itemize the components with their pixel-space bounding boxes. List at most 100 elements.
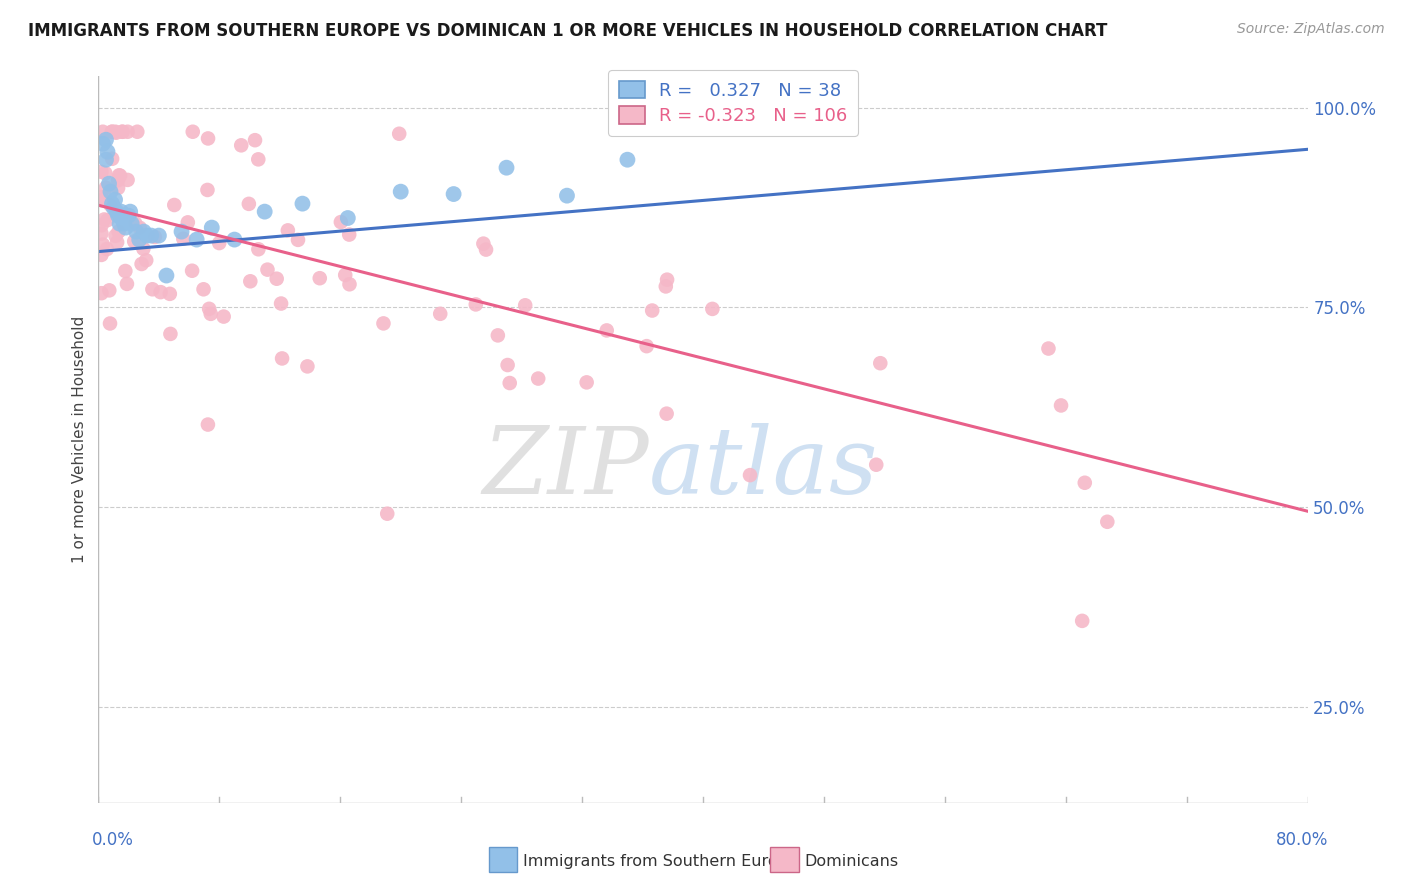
Point: [111, 212, 134, 227]
Point: [114, 220, 136, 235]
Point: [738, 468, 761, 483]
Point: [104, 228, 127, 243]
Point: [159, 286, 181, 301]
Point: [107, 225, 129, 239]
Point: [496, 358, 519, 372]
Point: [163, 198, 186, 212]
Point: [135, 228, 157, 243]
Point: [121, 217, 143, 231]
Point: [107, 173, 129, 187]
Point: [464, 297, 486, 311]
Point: [291, 196, 314, 211]
Point: [247, 153, 270, 167]
Point: [271, 351, 294, 366]
Point: [499, 376, 522, 390]
Point: [111, 125, 134, 139]
Point: [555, 188, 578, 202]
Point: [117, 173, 139, 187]
Point: [181, 264, 204, 278]
Point: [104, 125, 127, 139]
Point: [186, 233, 208, 247]
Point: [90, 165, 112, 179]
Point: [1038, 342, 1060, 356]
Point: [100, 198, 122, 212]
Text: Immigrants from Southern Europe: Immigrants from Southern Europe: [523, 854, 797, 869]
Point: [105, 126, 128, 140]
Point: [193, 282, 215, 296]
Point: [256, 262, 278, 277]
Point: [141, 282, 163, 296]
Point: [339, 277, 361, 292]
Point: [96, 213, 118, 227]
Point: [105, 235, 128, 250]
Point: [655, 407, 678, 421]
Point: [91, 136, 114, 151]
Point: [655, 279, 678, 293]
Point: [143, 230, 166, 244]
Point: [201, 220, 224, 235]
Point: [389, 185, 412, 199]
Point: [128, 220, 150, 235]
Point: [117, 125, 139, 139]
Point: [159, 326, 181, 341]
Text: atlas: atlas: [648, 424, 879, 514]
Point: [108, 217, 131, 231]
Point: [239, 274, 262, 288]
Point: [336, 211, 359, 225]
Point: [198, 301, 221, 316]
Text: 0.0%: 0.0%: [91, 831, 134, 849]
Point: [127, 125, 149, 139]
Point: [115, 277, 138, 291]
Point: [98, 284, 121, 298]
Point: [308, 271, 330, 285]
Text: IMMIGRANTS FROM SOUTHERN EUROPE VS DOMINICAN 1 OR MORE VEHICLES IN HOUSEHOLD COR: IMMIGRANTS FROM SOUTHERN EUROPE VS DOMIN…: [28, 22, 1108, 40]
Point: [108, 169, 131, 183]
Point: [94, 166, 117, 180]
Point: [90, 193, 112, 207]
Point: [231, 138, 253, 153]
Point: [110, 204, 132, 219]
Text: ZIP: ZIP: [482, 424, 648, 514]
Point: [101, 152, 124, 166]
Point: [212, 310, 235, 324]
Point: [238, 197, 260, 211]
Point: [200, 307, 222, 321]
Point: [170, 225, 193, 239]
Point: [329, 215, 352, 229]
Point: [107, 209, 129, 223]
Point: [335, 268, 357, 282]
Point: [197, 131, 219, 145]
Point: [373, 317, 395, 331]
Point: [277, 223, 299, 237]
Point: [107, 181, 129, 195]
Point: [122, 235, 145, 249]
Point: [128, 233, 150, 247]
Point: [287, 233, 309, 247]
Point: [104, 193, 127, 207]
Point: [96, 145, 118, 159]
Point: [616, 153, 638, 167]
Legend: R =   0.327   N = 38, R = -0.323   N = 106: R = 0.327 N = 38, R = -0.323 N = 106: [609, 70, 858, 136]
Point: [1071, 614, 1094, 628]
Point: [443, 187, 465, 202]
Point: [101, 125, 124, 139]
Point: [125, 225, 148, 239]
Point: [702, 301, 724, 316]
Point: [495, 161, 517, 175]
Point: [155, 268, 177, 283]
Point: [101, 125, 124, 139]
Point: [91, 237, 114, 252]
Point: [135, 253, 157, 268]
Point: [429, 307, 451, 321]
Point: [90, 190, 112, 204]
Point: [869, 356, 891, 370]
Point: [177, 215, 200, 229]
Point: [197, 417, 219, 432]
Point: [486, 328, 509, 343]
Point: [1074, 475, 1097, 490]
Point: [141, 228, 163, 243]
Point: [94, 133, 117, 147]
Point: [596, 323, 619, 337]
Point: [297, 359, 319, 374]
Point: [111, 125, 134, 139]
